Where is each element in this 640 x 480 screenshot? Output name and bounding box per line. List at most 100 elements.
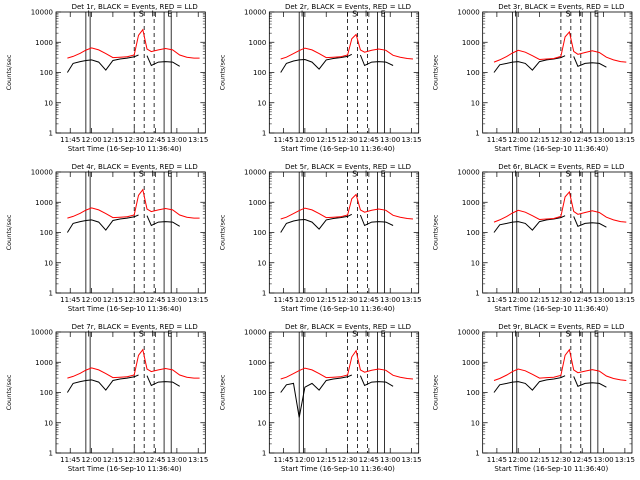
x-tick-label: 11:45 xyxy=(487,296,507,304)
events-series-line xyxy=(66,54,180,73)
y-tick-label: 10000 xyxy=(457,329,479,337)
plot-frame xyxy=(268,171,420,294)
panel-title: Det 6r, BLACK = Events, RED = LLD xyxy=(498,163,624,171)
x-tick-label: 12:15 xyxy=(316,296,336,304)
plot-frame xyxy=(482,331,633,454)
lld-series-line xyxy=(280,33,414,60)
detector-panel-6: Det 6r, BLACK = Events, RED = LLD 1 10 100 1… xyxy=(432,163,635,313)
y-tick-label: 10000 xyxy=(31,169,53,177)
events-series-line xyxy=(493,375,607,393)
interval-annotation: S xyxy=(139,329,144,338)
detector-panel-2: Det 2r, BLACK = Events, RED = LLD 1 10 100 1… xyxy=(218,3,421,153)
x-tick-label: 12:15 xyxy=(529,456,549,464)
y-axis-label: Counts/sec xyxy=(218,214,226,250)
x-tick-label: 11:45 xyxy=(487,456,507,464)
interval-annotation: I xyxy=(365,329,367,338)
x-tick-label: 12:30 xyxy=(551,296,571,304)
lld-series-line xyxy=(493,348,627,381)
events-series-line xyxy=(66,374,180,393)
y-axis-label: Counts/sec xyxy=(5,214,13,250)
interval-annotation: I xyxy=(88,329,90,338)
x-tick-label: 12:30 xyxy=(124,456,144,464)
y-axis-label: Counts/sec xyxy=(218,374,226,410)
x-tick-label: 13:15 xyxy=(188,296,208,304)
plot-frame xyxy=(482,11,633,134)
x-tick-label: 13:15 xyxy=(615,456,635,464)
x-tick-label: 13:00 xyxy=(167,456,187,464)
panel-title: Det 2r, BLACK = Events, RED = LLD xyxy=(285,3,411,11)
lld-series-line xyxy=(67,28,200,59)
x-axis-label: Start Time (16-Sep-10 11:36:40) xyxy=(281,465,395,473)
y-tick-label: 1 xyxy=(262,450,266,458)
y-tick-label: 1000 xyxy=(35,199,53,207)
y-tick-label: 10000 xyxy=(457,9,479,17)
interval-annotation: I xyxy=(514,169,516,178)
detector-panel-5: Det 5r, BLACK = Events, RED = LLD 1 10 100 1… xyxy=(218,163,421,313)
panel-title: Det 5r, BLACK = Events, RED = LLD xyxy=(285,163,411,171)
lld-series-line xyxy=(67,348,200,379)
detector-panel-1: Det 1r, BLACK = Events, RED = LLD 1 10 100 1… xyxy=(5,3,208,153)
y-tick-label: 10 xyxy=(471,419,480,427)
interval-annotation: S xyxy=(352,329,357,338)
y-tick-label: 100 xyxy=(253,389,266,397)
y-tick-label: 1000 xyxy=(462,199,480,207)
y-tick-label: 1000 xyxy=(462,39,480,47)
x-tick-label: 11:45 xyxy=(60,296,80,304)
x-tick-label: 12:00 xyxy=(508,296,528,304)
x-tick-label: 11:45 xyxy=(60,136,80,144)
panel-title: Det 3r, BLACK = Events, RED = LLD xyxy=(498,3,624,11)
lld-series-line xyxy=(280,349,414,380)
x-tick-label: 12:00 xyxy=(295,296,315,304)
y-tick-label: 1000 xyxy=(249,39,267,47)
x-tick-label: 12:30 xyxy=(551,456,571,464)
interval-annotation: E xyxy=(167,9,172,18)
events-series-line xyxy=(280,374,394,418)
x-tick-label: 13:15 xyxy=(188,456,208,464)
x-tick-label: 12:30 xyxy=(551,136,571,144)
x-tick-label: 12:15 xyxy=(103,456,123,464)
interval-annotation: I xyxy=(301,169,303,178)
x-tick-label: 13:00 xyxy=(593,456,613,464)
x-tick-label: 12:15 xyxy=(103,136,123,144)
y-tick-label: 1 xyxy=(475,450,479,458)
x-tick-label: 12:15 xyxy=(529,136,549,144)
interval-annotation: E xyxy=(167,169,172,178)
x-tick-label: 13:00 xyxy=(167,296,187,304)
detector-panel-4: Det 4r, BLACK = Events, RED = LLD 1 10 100 1… xyxy=(5,163,208,313)
x-axis-label: Start Time (16-Sep-10 11:36:40) xyxy=(281,145,395,153)
y-tick-label: 1000 xyxy=(249,359,267,367)
lld-series-line xyxy=(67,188,200,219)
plot-frame xyxy=(268,11,420,134)
plot-frame xyxy=(482,171,633,294)
x-tick-label: 13:00 xyxy=(593,296,613,304)
x-tick-label: 12:00 xyxy=(295,136,315,144)
events-series-line xyxy=(280,53,394,73)
interval-annotation: E xyxy=(594,329,599,338)
x-tick-label: 13:15 xyxy=(615,136,635,144)
y-tick-label: 1 xyxy=(262,290,266,298)
x-tick-label: 13:00 xyxy=(380,136,400,144)
interval-annotation: I xyxy=(365,9,367,18)
lld-series-line xyxy=(493,30,627,63)
interval-annotation: I xyxy=(301,9,303,18)
x-tick-label: 12:30 xyxy=(337,136,357,144)
x-tick-label: 11:45 xyxy=(273,296,293,304)
y-axis-label: Counts/sec xyxy=(5,54,13,90)
lld-series-line xyxy=(280,193,414,220)
x-tick-label: 12:45 xyxy=(145,296,165,304)
detector-panel-9: Det 9r, BLACK = Events, RED = LLD 1 10 100 1… xyxy=(432,323,635,473)
y-tick-label: 10000 xyxy=(457,169,479,177)
plot-frame xyxy=(55,171,206,294)
x-axis-label: Start Time (16-Sep-10 11:36:40) xyxy=(494,305,608,313)
interval-annotation: S xyxy=(565,9,570,18)
x-axis-label: Start Time (16-Sep-10 11:36:40) xyxy=(68,145,182,153)
x-tick-label: 12:45 xyxy=(572,456,592,464)
y-tick-label: 1 xyxy=(475,290,479,298)
x-tick-label: 13:15 xyxy=(401,136,421,144)
x-tick-label: 13:15 xyxy=(401,456,421,464)
y-tick-label: 1000 xyxy=(35,359,53,367)
detector-panel-8: Det 8r, BLACK = Events, RED = LLD 1 10 100 1… xyxy=(218,323,421,473)
y-tick-label: 1000 xyxy=(249,199,267,207)
x-axis-label: Start Time (16-Sep-10 11:36:40) xyxy=(281,305,395,313)
